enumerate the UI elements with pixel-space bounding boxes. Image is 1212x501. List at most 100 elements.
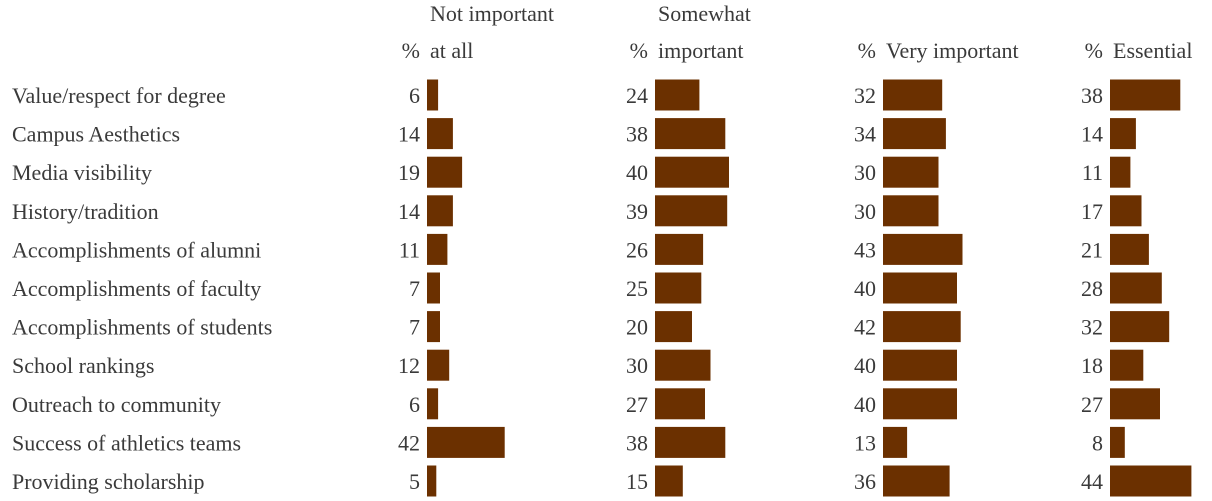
category-label: Providing scholarship <box>12 469 205 494</box>
value-label-somewhat-important: 40 <box>626 160 648 185</box>
category-label: Value/respect for degree <box>12 83 226 108</box>
bar-somewhat-important <box>655 156 729 188</box>
bar-not-important-at-all <box>427 311 440 343</box>
bar-essential <box>1110 233 1149 265</box>
value-label-very-important: 43 <box>854 237 876 262</box>
value-label-somewhat-important: 15 <box>626 469 648 494</box>
value-label-somewhat-important: 39 <box>626 199 648 224</box>
bar-very-important <box>883 465 950 497</box>
category-label: Campus Aesthetics <box>12 122 180 147</box>
chart-row-accomplishments-of-alumni: Accomplishments of alumni 11 26 43 21 <box>12 233 1149 265</box>
bar-very-important <box>883 272 957 304</box>
chart-row-value-respect-for-degree: Value/respect for degree 6 24 32 38 <box>12 79 1181 111</box>
value-label-essential: 27 <box>1081 392 1103 417</box>
bar-very-important <box>883 426 908 458</box>
bar-very-important <box>883 349 957 381</box>
value-label-essential: 28 <box>1081 276 1103 301</box>
bar-essential <box>1110 272 1162 304</box>
bar-essential <box>1110 465 1192 497</box>
value-label-very-important: 30 <box>854 160 876 185</box>
chart-row-media-visibility: Media visibility 19 40 30 11 <box>12 156 1131 188</box>
bar-somewhat-important <box>655 426 726 458</box>
category-label: Accomplishments of faculty <box>12 276 261 301</box>
category-label: Media visibility <box>12 160 152 185</box>
bar-not-important-at-all <box>427 426 505 458</box>
value-label-very-important: 40 <box>854 276 876 301</box>
bar-somewhat-important <box>655 79 700 111</box>
bar-somewhat-important <box>655 272 702 304</box>
value-label-essential: 8 <box>1092 430 1103 455</box>
value-label-essential: 32 <box>1081 315 1103 340</box>
bar-somewhat-important <box>655 195 728 227</box>
bar-essential <box>1110 311 1170 343</box>
value-label-essential: 44 <box>1081 469 1103 494</box>
header-somewhat-important-line-1: Somewhat <box>658 1 751 26</box>
value-label-not-important-at-all: 14 <box>398 122 420 147</box>
value-label-very-important: 40 <box>854 392 876 417</box>
value-label-not-important-at-all: 5 <box>409 469 420 494</box>
value-label-not-important-at-all: 12 <box>398 353 420 378</box>
bar-not-important-at-all <box>427 465 437 497</box>
bar-somewhat-important <box>655 465 683 497</box>
value-label-not-important-at-all: 42 <box>398 430 420 455</box>
value-label-not-important-at-all: 14 <box>398 199 420 224</box>
bar-very-important <box>883 79 943 111</box>
header-not-important-at-all-line-2: at all <box>430 38 473 63</box>
value-label-somewhat-important: 38 <box>626 430 648 455</box>
bar-very-important <box>883 195 939 227</box>
chart-row-success-of-athletics-teams: Success of athletics teams 42 38 13 8 <box>12 426 1125 458</box>
value-label-essential: 18 <box>1081 353 1103 378</box>
value-label-not-important-at-all: 7 <box>409 315 420 340</box>
bar-essential <box>1110 156 1131 188</box>
value-label-not-important-at-all: 6 <box>409 392 420 417</box>
bar-not-important-at-all <box>427 349 450 381</box>
chart-row-accomplishments-of-students: Accomplishments of students 7 20 42 32 <box>12 311 1170 343</box>
value-label-somewhat-important: 26 <box>626 237 648 262</box>
bar-not-important-at-all <box>427 118 453 150</box>
value-label-very-important: 13 <box>854 430 876 455</box>
category-label: History/tradition <box>12 199 159 224</box>
bar-somewhat-important <box>655 349 711 381</box>
header-percent-essential: % <box>1085 38 1103 63</box>
category-label: Success of athletics teams <box>12 430 241 455</box>
value-label-very-important: 42 <box>854 315 876 340</box>
value-label-somewhat-important: 38 <box>626 122 648 147</box>
bar-somewhat-important <box>655 118 726 150</box>
bar-somewhat-important <box>655 233 704 265</box>
value-label-essential: 17 <box>1081 199 1103 224</box>
value-label-somewhat-important: 25 <box>626 276 648 301</box>
value-label-not-important-at-all: 19 <box>398 160 420 185</box>
bar-essential <box>1110 426 1125 458</box>
header-very-important-line-2: Very important <box>886 38 1019 63</box>
bar-very-important <box>883 388 957 420</box>
value-label-not-important-at-all: 11 <box>399 237 420 262</box>
bar-not-important-at-all <box>427 156 463 188</box>
bar-not-important-at-all <box>427 79 439 111</box>
value-label-essential: 14 <box>1081 122 1103 147</box>
value-label-very-important: 32 <box>854 83 876 108</box>
header-percent-somewhat-important: % <box>630 38 648 63</box>
category-label: School rankings <box>12 353 154 378</box>
value-label-very-important: 40 <box>854 353 876 378</box>
bar-not-important-at-all <box>427 233 448 265</box>
value-label-essential: 11 <box>1082 160 1103 185</box>
value-label-somewhat-important: 20 <box>626 315 648 340</box>
bar-essential <box>1110 388 1160 420</box>
chart-row-school-rankings: School rankings 12 30 40 18 <box>12 349 1144 381</box>
bar-essential <box>1110 79 1181 111</box>
value-label-very-important: 30 <box>854 199 876 224</box>
category-label: Accomplishments of alumni <box>12 237 261 262</box>
value-label-somewhat-important: 24 <box>626 83 648 108</box>
header-not-important-at-all-line-1: Not important <box>430 1 554 26</box>
column-headers: % Not important at all % Somewhat important% V… <box>402 1 1193 63</box>
bar-essential <box>1110 195 1142 227</box>
category-label: Accomplishments of students <box>12 315 272 340</box>
value-label-somewhat-important: 27 <box>626 392 648 417</box>
chart-row-accomplishments-of-faculty: Accomplishments of faculty 7 25 40 28 <box>12 272 1162 304</box>
chart-row-providing-scholarship: Providing scholarship 5 15 36 44 <box>12 465 1192 497</box>
bar-essential <box>1110 349 1144 381</box>
bar-somewhat-important <box>655 388 705 420</box>
header-percent-very-important: % <box>858 38 876 63</box>
category-label: Outreach to community <box>12 392 221 417</box>
